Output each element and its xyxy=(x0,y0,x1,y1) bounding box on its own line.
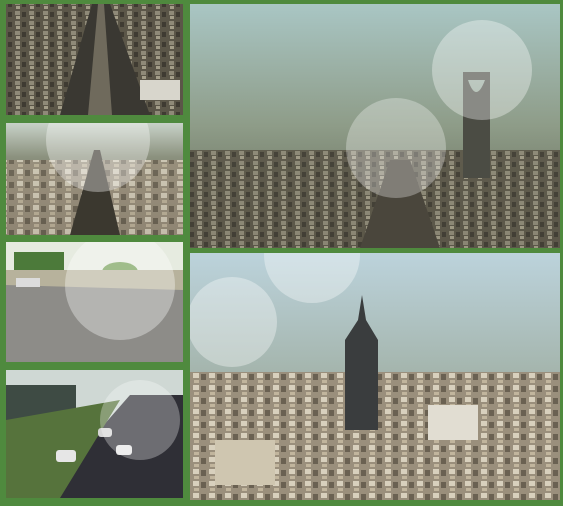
photo-street xyxy=(6,242,183,362)
photo-kingdom-centre xyxy=(190,4,560,248)
photo-boulevard xyxy=(6,370,183,498)
photo-faisaliah-tower xyxy=(190,253,560,500)
photo-city-avenue xyxy=(6,123,183,235)
photo-highway-aerial xyxy=(6,4,183,115)
